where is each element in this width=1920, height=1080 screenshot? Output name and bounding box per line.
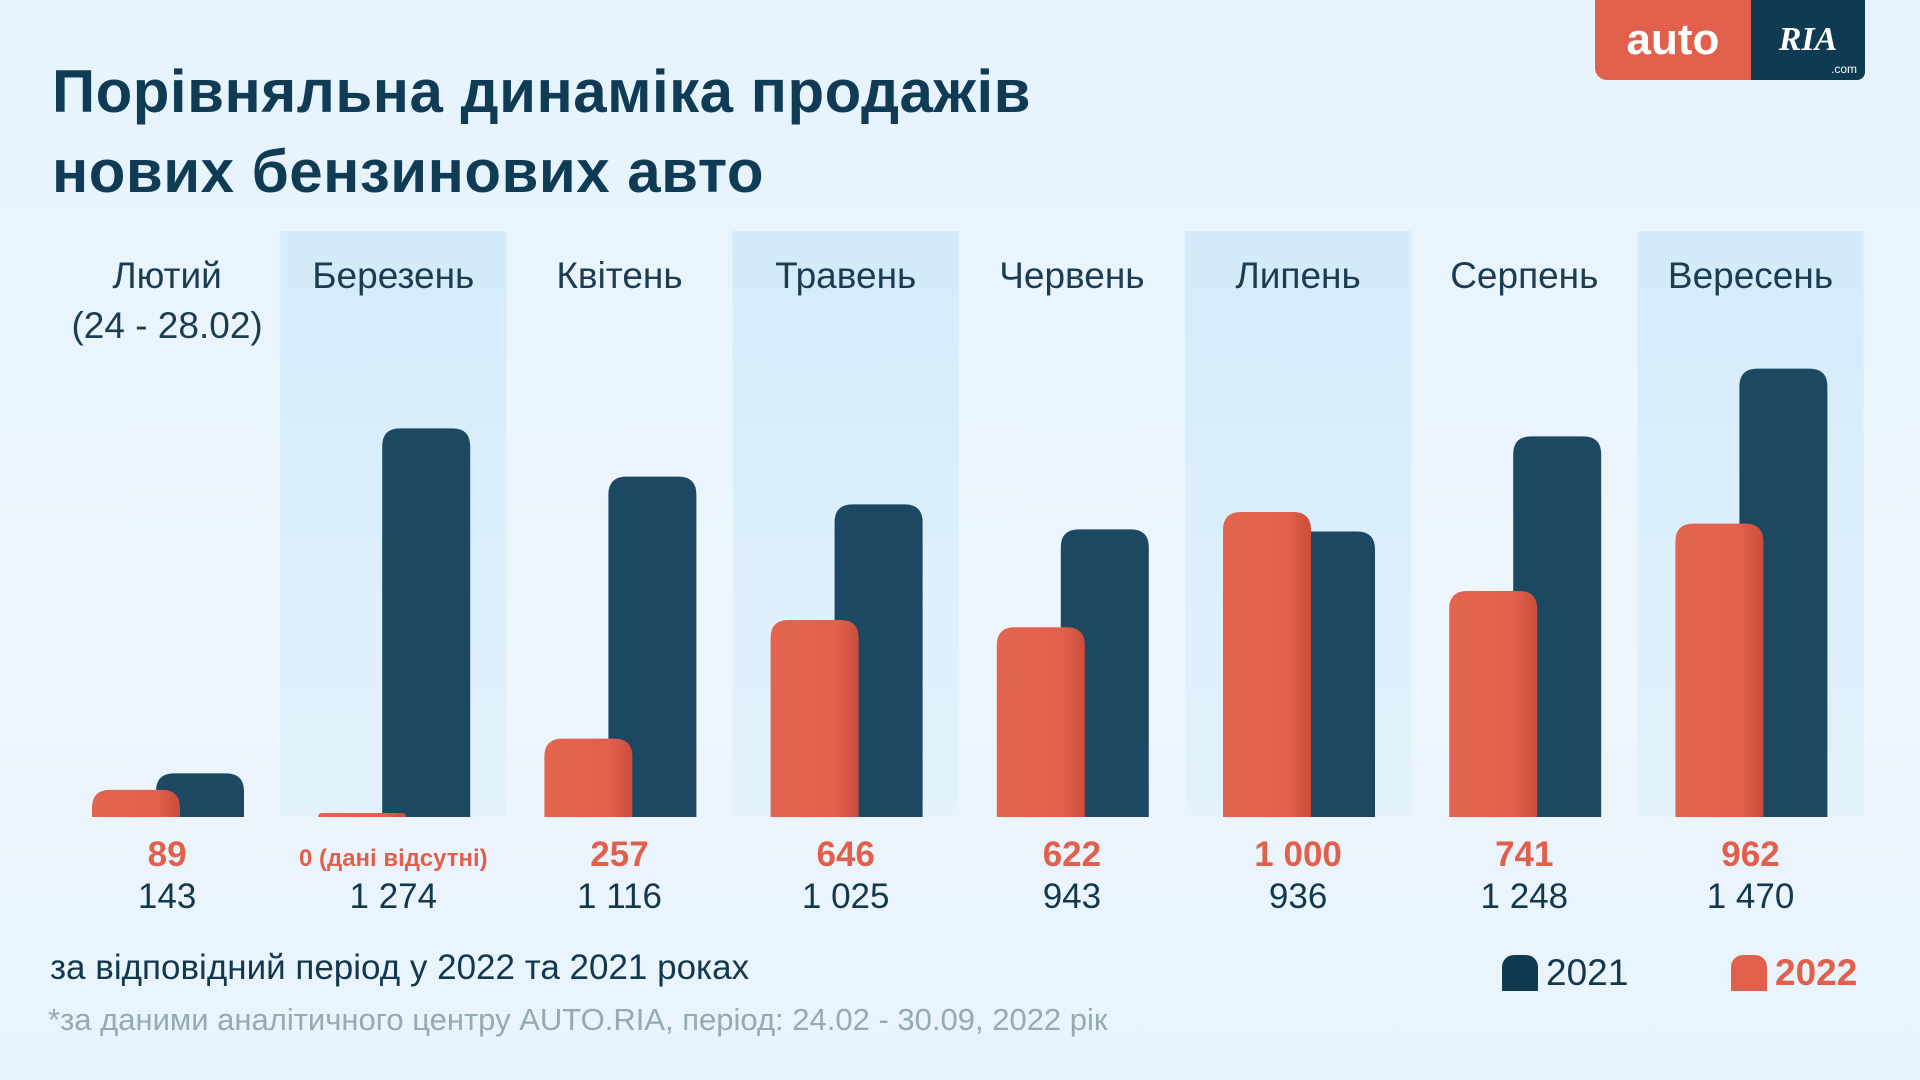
bar-2022 xyxy=(318,813,407,817)
value-label-2022: 257 xyxy=(590,835,648,874)
bar-2021 xyxy=(608,476,697,817)
legend-label-2022: 2022 xyxy=(1775,952,1858,993)
bar-2022 xyxy=(1223,512,1311,817)
bar-2022 xyxy=(544,738,633,817)
value-label-2021: 1 274 xyxy=(350,877,438,916)
value-label-2022: 622 xyxy=(1043,835,1101,874)
bar-2022 xyxy=(770,619,859,817)
value-label-2022: 741 xyxy=(1495,835,1553,874)
value-label-2021: 143 xyxy=(138,877,196,916)
legend-swatch-2022 xyxy=(1731,955,1767,991)
month-label: Квітень xyxy=(556,255,682,296)
value-label-2022: 0 (дані відсутні) xyxy=(299,845,488,872)
value-label-2021: 943 xyxy=(1043,877,1101,916)
logo-ria-text: RIA xyxy=(1778,21,1838,58)
value-label-2022: 1 000 xyxy=(1254,835,1342,874)
chart-subtitle: за відповідний період у 2022 та 2021 рок… xyxy=(50,948,750,987)
value-label-2021: 1 248 xyxy=(1481,877,1569,916)
month-label: Травень xyxy=(775,255,916,296)
value-label-2022: 89 xyxy=(148,835,187,874)
bar-2022 xyxy=(1449,590,1538,817)
value-label-2021: 1 025 xyxy=(802,877,890,916)
value-label-2021: 936 xyxy=(1269,877,1327,916)
title-line-1: Порівняльна динаміка продажів xyxy=(52,58,1032,125)
month-label: Березень xyxy=(312,255,474,296)
legend-label-2021: 2021 xyxy=(1546,952,1629,993)
bar-2021 xyxy=(382,428,471,817)
month-label: Лютий xyxy=(112,255,222,296)
month-label: Липень xyxy=(1235,255,1360,296)
month-label: Серпень xyxy=(1450,255,1598,296)
logo-ria: RIA .com xyxy=(1751,0,1865,80)
bar-2022 xyxy=(996,627,1085,817)
value-label-2022: 646 xyxy=(816,835,874,874)
month-label: (24 - 28.02) xyxy=(71,305,262,346)
title-line-2: нових бензинових авто xyxy=(52,138,764,205)
legend-2022: 2022 xyxy=(1731,952,1857,994)
logo-auto: auto xyxy=(1595,0,1751,80)
month-label: Червень xyxy=(999,255,1144,296)
logo-domain: .com xyxy=(1830,62,1857,76)
footnote: *за даними аналітичного центру AUTO.RIA,… xyxy=(48,1002,1108,1037)
auto-ria-logo: auto RIA .com xyxy=(1595,0,1865,80)
bar-2022 xyxy=(1675,523,1764,817)
month-label: Вересень xyxy=(1668,255,1833,296)
value-label-2022: 962 xyxy=(1721,835,1779,874)
value-label-2021: 1 470 xyxy=(1707,877,1795,916)
legend-2021: 2021 xyxy=(1502,952,1628,994)
value-label-2021: 1 116 xyxy=(577,877,662,916)
chart-title: Порівняльна динаміка продажів нових бенз… xyxy=(52,52,1031,212)
bar-2022 xyxy=(92,789,180,817)
legend-swatch-2021 xyxy=(1502,955,1538,991)
